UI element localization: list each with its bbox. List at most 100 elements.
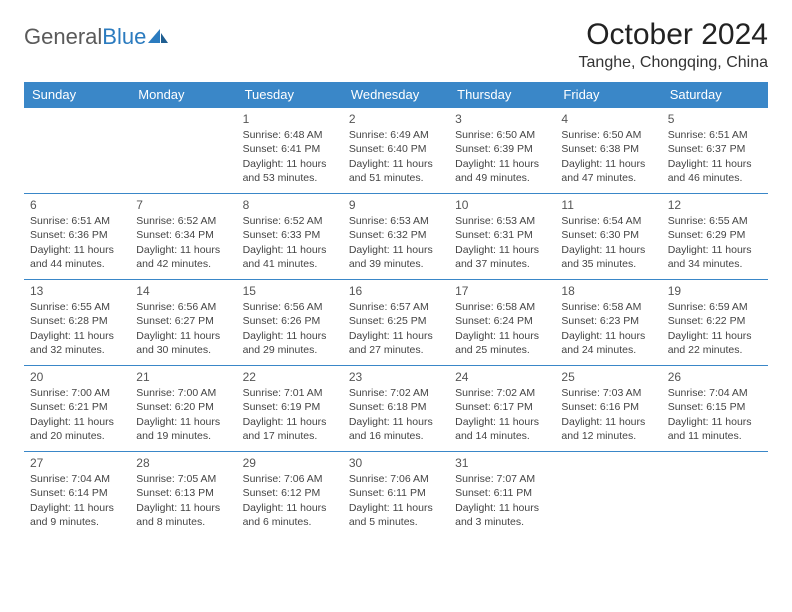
day-number: 25 — [561, 369, 655, 385]
day-cell: 11Sunrise: 6:54 AMSunset: 6:30 PMDayligh… — [555, 194, 661, 280]
day-number: 15 — [243, 283, 337, 299]
day-cell: 19Sunrise: 6:59 AMSunset: 6:22 PMDayligh… — [662, 280, 768, 366]
day-number: 9 — [349, 197, 443, 213]
daylight-line: Daylight: 11 hours and 19 minutes. — [136, 415, 230, 443]
day-cell: 3Sunrise: 6:50 AMSunset: 6:39 PMDaylight… — [449, 108, 555, 194]
sunrise-line: Sunrise: 7:07 AM — [455, 472, 549, 486]
sunset-line: Sunset: 6:19 PM — [243, 400, 337, 414]
sunrise-line: Sunrise: 7:04 AM — [30, 472, 124, 486]
sunset-line: Sunset: 6:27 PM — [136, 314, 230, 328]
day-header: Wednesday — [343, 82, 449, 108]
calendar-row: 20Sunrise: 7:00 AMSunset: 6:21 PMDayligh… — [24, 366, 768, 452]
daylight-line: Daylight: 11 hours and 20 minutes. — [30, 415, 124, 443]
sunrise-line: Sunrise: 7:00 AM — [136, 386, 230, 400]
sunset-line: Sunset: 6:29 PM — [668, 228, 762, 242]
sunrise-line: Sunrise: 6:59 AM — [668, 300, 762, 314]
calendar-body: 1Sunrise: 6:48 AMSunset: 6:41 PMDaylight… — [24, 108, 768, 538]
daylight-line: Daylight: 11 hours and 11 minutes. — [668, 415, 762, 443]
day-number: 11 — [561, 197, 655, 213]
day-cell: 2Sunrise: 6:49 AMSunset: 6:40 PMDaylight… — [343, 108, 449, 194]
day-cell: 13Sunrise: 6:55 AMSunset: 6:28 PMDayligh… — [24, 280, 130, 366]
daylight-line: Daylight: 11 hours and 41 minutes. — [243, 243, 337, 271]
empty-cell — [130, 108, 236, 194]
day-number: 31 — [455, 455, 549, 471]
empty-cell — [555, 452, 661, 538]
brand-sail-icon — [148, 29, 168, 45]
sunrise-line: Sunrise: 7:06 AM — [349, 472, 443, 486]
sunrise-line: Sunrise: 7:02 AM — [349, 386, 443, 400]
day-cell: 30Sunrise: 7:06 AMSunset: 6:11 PMDayligh… — [343, 452, 449, 538]
sunset-line: Sunset: 6:17 PM — [455, 400, 549, 414]
daylight-line: Daylight: 11 hours and 34 minutes. — [668, 243, 762, 271]
brand-logo: GeneralBlue — [24, 18, 168, 50]
sunset-line: Sunset: 6:22 PM — [668, 314, 762, 328]
day-cell: 27Sunrise: 7:04 AMSunset: 6:14 PMDayligh… — [24, 452, 130, 538]
sunrise-line: Sunrise: 6:54 AM — [561, 214, 655, 228]
sunset-line: Sunset: 6:16 PM — [561, 400, 655, 414]
daylight-line: Daylight: 11 hours and 16 minutes. — [349, 415, 443, 443]
sunset-line: Sunset: 6:15 PM — [668, 400, 762, 414]
title-block: October 2024 Tanghe, Chongqing, China — [579, 18, 768, 72]
day-cell: 28Sunrise: 7:05 AMSunset: 6:13 PMDayligh… — [130, 452, 236, 538]
sunrise-line: Sunrise: 7:00 AM — [30, 386, 124, 400]
day-number: 10 — [455, 197, 549, 213]
day-number: 2 — [349, 111, 443, 127]
sunset-line: Sunset: 6:28 PM — [30, 314, 124, 328]
day-number: 30 — [349, 455, 443, 471]
daylight-line: Daylight: 11 hours and 17 minutes. — [243, 415, 337, 443]
daylight-line: Daylight: 11 hours and 44 minutes. — [30, 243, 124, 271]
daylight-line: Daylight: 11 hours and 6 minutes. — [243, 501, 337, 529]
day-cell: 18Sunrise: 6:58 AMSunset: 6:23 PMDayligh… — [555, 280, 661, 366]
day-number: 16 — [349, 283, 443, 299]
sunrise-line: Sunrise: 6:48 AM — [243, 128, 337, 142]
sunset-line: Sunset: 6:41 PM — [243, 142, 337, 156]
sunrise-line: Sunrise: 6:57 AM — [349, 300, 443, 314]
day-cell: 26Sunrise: 7:04 AMSunset: 6:15 PMDayligh… — [662, 366, 768, 452]
day-cell: 5Sunrise: 6:51 AMSunset: 6:37 PMDaylight… — [662, 108, 768, 194]
day-header: Saturday — [662, 82, 768, 108]
brand-part1: General — [24, 24, 102, 49]
day-number: 21 — [136, 369, 230, 385]
daylight-line: Daylight: 11 hours and 49 minutes. — [455, 157, 549, 185]
sunrise-line: Sunrise: 7:04 AM — [668, 386, 762, 400]
sunset-line: Sunset: 6:31 PM — [455, 228, 549, 242]
day-header: Tuesday — [237, 82, 343, 108]
day-cell: 20Sunrise: 7:00 AMSunset: 6:21 PMDayligh… — [24, 366, 130, 452]
sunrise-line: Sunrise: 6:50 AM — [561, 128, 655, 142]
day-number: 8 — [243, 197, 337, 213]
daylight-line: Daylight: 11 hours and 42 minutes. — [136, 243, 230, 271]
daylight-line: Daylight: 11 hours and 51 minutes. — [349, 157, 443, 185]
day-cell: 10Sunrise: 6:53 AMSunset: 6:31 PMDayligh… — [449, 194, 555, 280]
day-cell: 31Sunrise: 7:07 AMSunset: 6:11 PMDayligh… — [449, 452, 555, 538]
calendar-row: 1Sunrise: 6:48 AMSunset: 6:41 PMDaylight… — [24, 108, 768, 194]
calendar-row: 27Sunrise: 7:04 AMSunset: 6:14 PMDayligh… — [24, 452, 768, 538]
daylight-line: Daylight: 11 hours and 46 minutes. — [668, 157, 762, 185]
day-cell: 21Sunrise: 7:00 AMSunset: 6:20 PMDayligh… — [130, 366, 236, 452]
day-cell: 6Sunrise: 6:51 AMSunset: 6:36 PMDaylight… — [24, 194, 130, 280]
day-number: 24 — [455, 369, 549, 385]
sunset-line: Sunset: 6:20 PM — [136, 400, 230, 414]
day-number: 12 — [668, 197, 762, 213]
day-number: 7 — [136, 197, 230, 213]
daylight-line: Daylight: 11 hours and 32 minutes. — [30, 329, 124, 357]
day-number: 19 — [668, 283, 762, 299]
day-number: 29 — [243, 455, 337, 471]
sunrise-line: Sunrise: 7:03 AM — [561, 386, 655, 400]
sunset-line: Sunset: 6:23 PM — [561, 314, 655, 328]
sunset-line: Sunset: 6:36 PM — [30, 228, 124, 242]
sunrise-line: Sunrise: 6:52 AM — [243, 214, 337, 228]
sunrise-line: Sunrise: 6:51 AM — [30, 214, 124, 228]
sunset-line: Sunset: 6:26 PM — [243, 314, 337, 328]
sunset-line: Sunset: 6:13 PM — [136, 486, 230, 500]
day-number: 13 — [30, 283, 124, 299]
day-number: 6 — [30, 197, 124, 213]
day-number: 26 — [668, 369, 762, 385]
sunrise-line: Sunrise: 7:01 AM — [243, 386, 337, 400]
sunrise-line: Sunrise: 6:50 AM — [455, 128, 549, 142]
location-text: Tanghe, Chongqing, China — [579, 54, 768, 72]
calendar-table: SundayMondayTuesdayWednesdayThursdayFrid… — [24, 82, 768, 538]
daylight-line: Daylight: 11 hours and 30 minutes. — [136, 329, 230, 357]
daylight-line: Daylight: 11 hours and 39 minutes. — [349, 243, 443, 271]
day-cell: 15Sunrise: 6:56 AMSunset: 6:26 PMDayligh… — [237, 280, 343, 366]
sunrise-line: Sunrise: 7:02 AM — [455, 386, 549, 400]
